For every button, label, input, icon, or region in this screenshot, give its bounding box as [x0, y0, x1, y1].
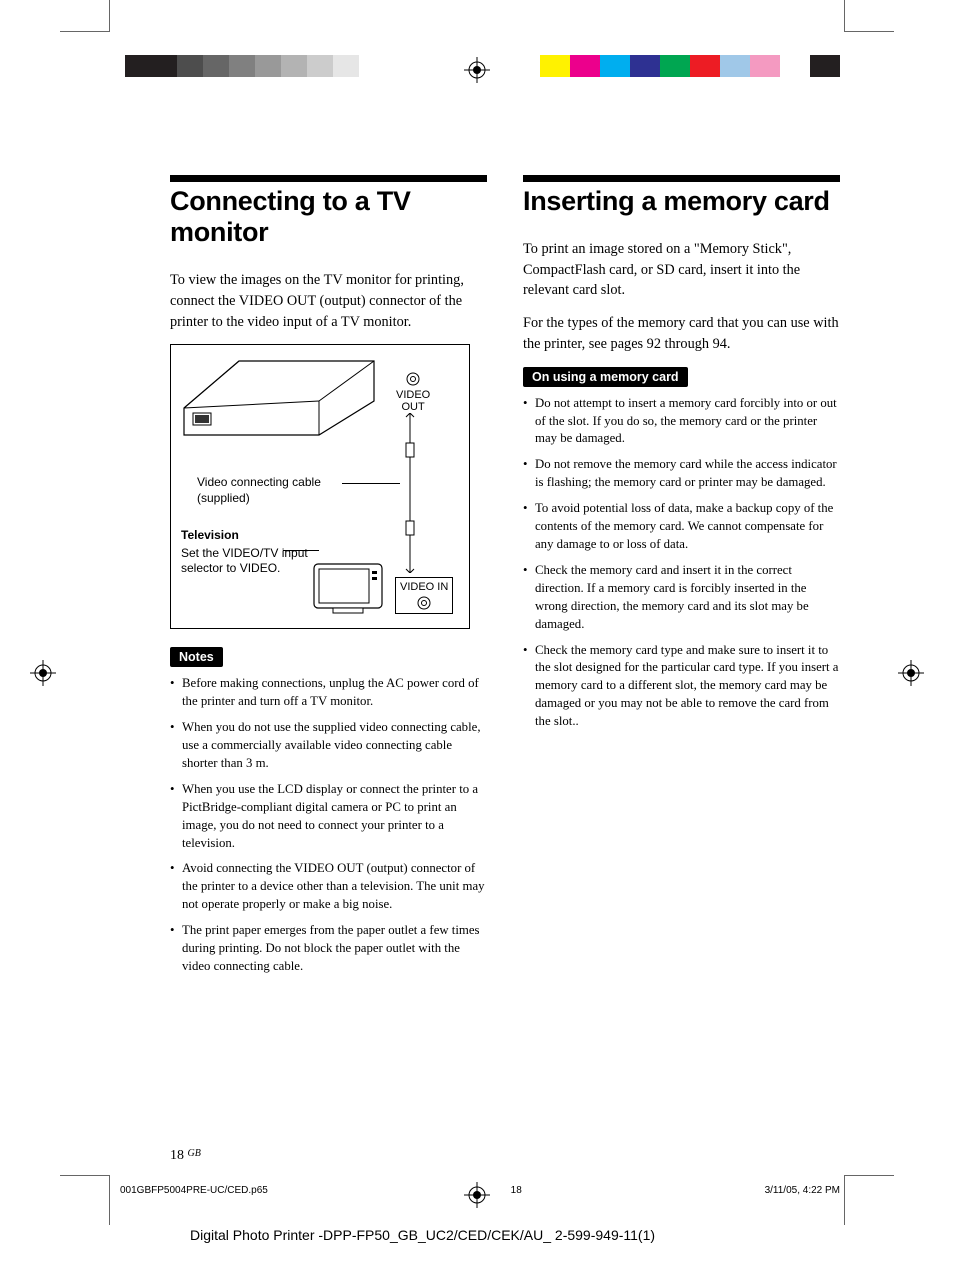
crop-mark: [844, 0, 894, 32]
footer-metadata: 001GBFP5004PRE-UC/CED.p65 18 3/11/05, 4:…: [120, 1185, 840, 1196]
content-area: Connecting to a TV monitor To view the i…: [170, 175, 840, 984]
color-bar-grayscale: [125, 55, 385, 77]
list-item: When you do not use the supplied video c…: [170, 719, 487, 773]
footer-page: 18: [511, 1185, 522, 1196]
list-item: The print paper emerges from the paper o…: [170, 922, 487, 976]
list-item: Avoid connecting the VIDEO OUT (output) …: [170, 860, 487, 914]
page: Connecting to a TV monitor To view the i…: [0, 0, 954, 1270]
crop-mark: [844, 1175, 894, 1225]
video-in-label: VIDEO IN: [395, 577, 453, 614]
connection-diagram: VIDEO OUT Video connecting cable (suppli…: [170, 344, 470, 629]
footer-date: 3/11/05, 4:22 PM: [765, 1185, 840, 1196]
footer-file: 001GBFP5004PRE-UC/CED.p65: [120, 1185, 268, 1196]
list-item: To avoid potential loss of data, make a …: [523, 500, 840, 554]
crop-mark: [60, 0, 110, 32]
list-item: When you use the LCD display or connect …: [170, 781, 487, 853]
tv-label: Television Set the VIDEO/TV input select…: [181, 528, 311, 577]
cable-label: Video connecting cable (supplied): [197, 475, 321, 506]
intro-paragraph: To view the images on the TV monitor for…: [170, 270, 487, 332]
right-column: Inserting a memory card To print an imag…: [523, 175, 840, 984]
registration-mark-icon: [30, 660, 56, 686]
list-item: Do not attempt to insert a memory card f…: [523, 395, 840, 449]
heading-rule: [170, 175, 487, 182]
intro-paragraph: To print an image stored on a "Memory St…: [523, 239, 840, 301]
notes-label: On using a memory card: [523, 367, 688, 387]
heading-rule: [523, 175, 840, 182]
section-heading: Inserting a memory card: [523, 186, 840, 217]
list-item: Check the memory card and insert it in t…: [523, 562, 840, 634]
registration-mark-icon: [464, 57, 490, 83]
notes-label: Notes: [170, 647, 223, 667]
registration-mark-icon: [898, 660, 924, 686]
intro-paragraph: For the types of the memory card that yo…: [523, 313, 840, 354]
list-item: Do not remove the memory card while the …: [523, 456, 840, 492]
document-id-line: Digital Photo Printer -DPP-FP50_GB_UC2/C…: [190, 1227, 655, 1243]
printer-icon: [179, 353, 379, 438]
page-number: 18 GB: [170, 1148, 201, 1164]
color-bar-cmyk: [540, 55, 840, 77]
section-heading: Connecting to a TV monitor: [170, 186, 487, 248]
cable-icon: [403, 413, 417, 573]
crop-mark: [60, 1175, 110, 1225]
left-column: Connecting to a TV monitor To view the i…: [170, 175, 487, 984]
list-item: Check the memory card type and make sure…: [523, 642, 840, 732]
video-out-label: VIDEO OUT: [396, 371, 430, 413]
list-item: Before making connections, unplug the AC…: [170, 675, 487, 711]
notes-list: Before making connections, unplug the AC…: [170, 675, 487, 976]
tv-icon: [313, 563, 383, 615]
notes-list: Do not attempt to insert a memory card f…: [523, 395, 840, 731]
